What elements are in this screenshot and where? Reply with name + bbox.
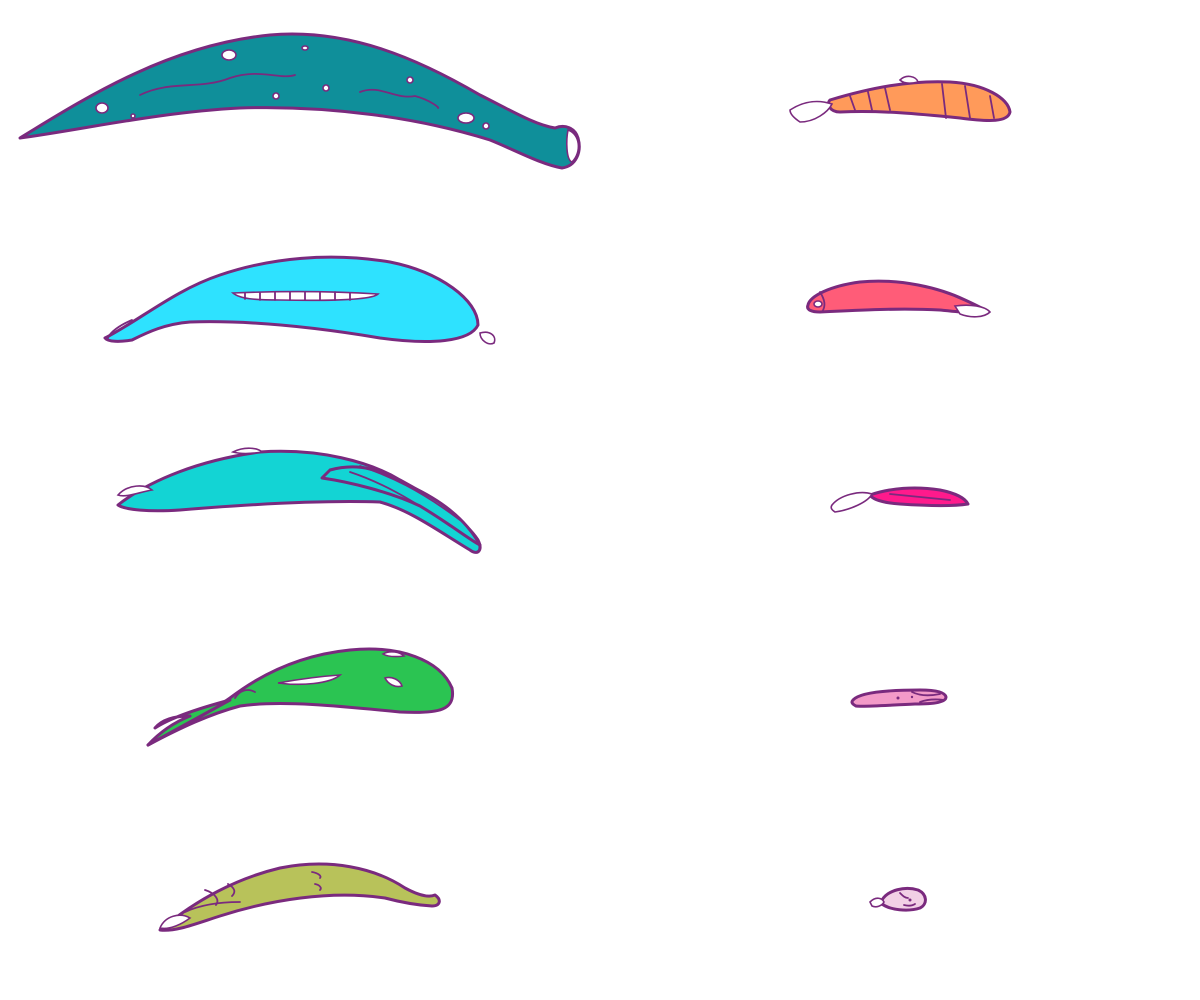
- pink-fish: [850, 688, 948, 708]
- green-whale: [146, 647, 455, 747]
- cyan-smile-whale: [103, 255, 496, 345]
- tiny-fish: [869, 886, 927, 912]
- magenta-fish: [830, 486, 970, 513]
- red-fish: [806, 279, 992, 318]
- aqua-leaf-whale: [116, 447, 482, 554]
- olive-fish: [158, 862, 441, 932]
- orange-striped-fish: [789, 75, 1012, 123]
- teal-whale: [18, 32, 581, 170]
